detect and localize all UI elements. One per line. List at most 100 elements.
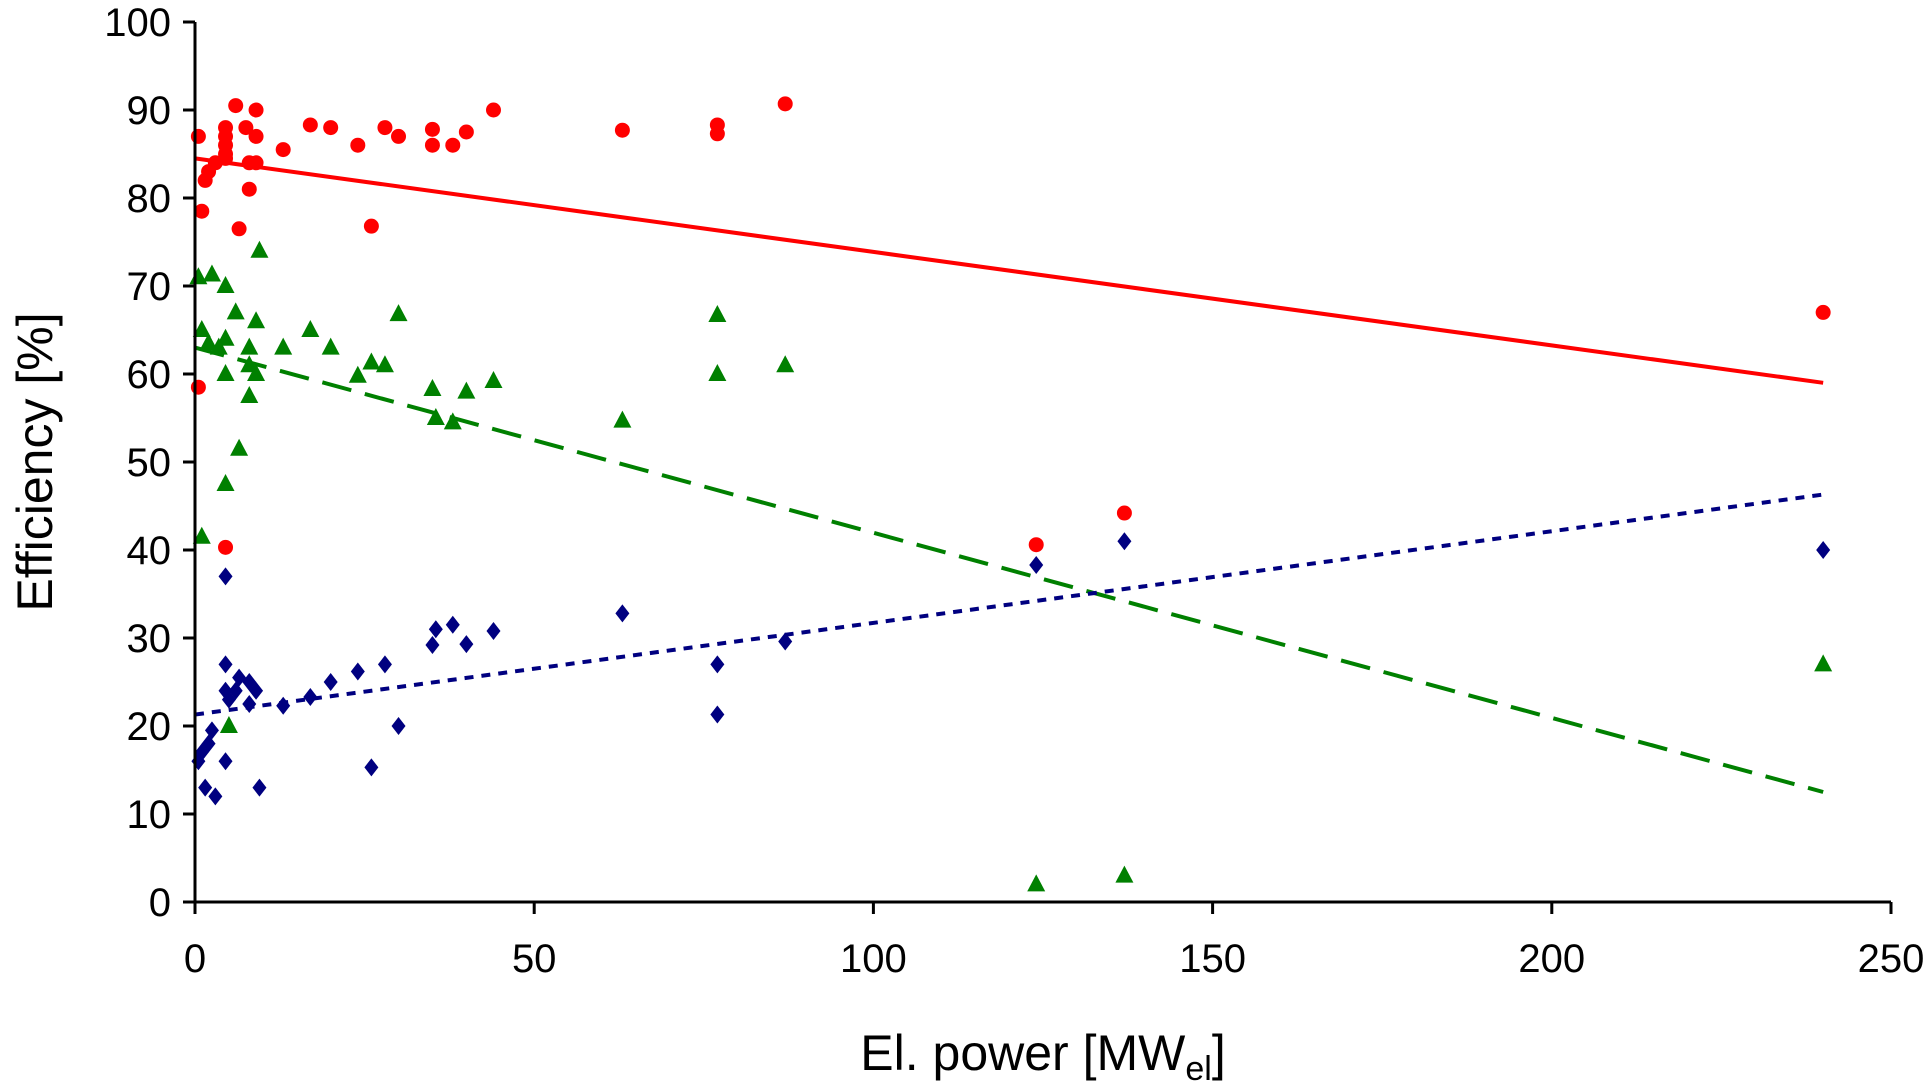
triangle-data-point: [1027, 874, 1046, 892]
circle-data-point: [445, 137, 461, 153]
triangle-data-point: [226, 302, 245, 320]
triangle-data-point: [192, 526, 211, 544]
diamond-data-point: [459, 635, 474, 654]
x-tick-label: 100: [840, 937, 907, 981]
circle-data-point: [238, 120, 254, 136]
circle-data-point: [248, 155, 264, 171]
diamond-data-point: [364, 758, 379, 777]
circle-data-point: [614, 122, 630, 138]
circle-data-point: [424, 137, 440, 153]
circle-data-point: [709, 126, 725, 142]
x-axis-title-main: El. power [MW: [860, 1025, 1186, 1081]
circle-data-point: [231, 221, 247, 237]
triangle-data-point: [192, 320, 211, 337]
triangle-data-point: [389, 304, 408, 322]
y-tick-label: 50: [127, 441, 172, 485]
x-axis-title: El. power [MWel]: [860, 1025, 1225, 1082]
triangle-data-point: [776, 355, 795, 373]
circle-data-point: [1028, 537, 1044, 553]
triangle-data-point: [240, 386, 259, 403]
diamond-data-point: [710, 655, 725, 674]
x-tick-label: 250: [1858, 937, 1925, 981]
x-tick-label: 0: [184, 937, 206, 981]
circle-data-point: [241, 181, 257, 197]
y-tick-label: 0: [149, 881, 171, 925]
diamond-data-point: [710, 705, 725, 724]
circle-data-point: [275, 142, 291, 158]
triangle-data-point: [240, 337, 259, 355]
diamond-data-point: [1117, 532, 1132, 551]
diamond-data-point: [391, 717, 406, 735]
diamond-data-point: [323, 673, 338, 691]
diamond-data-point: [377, 655, 392, 674]
trendline-layer: [194, 156, 1824, 794]
diamond-data-point: [350, 662, 365, 681]
axes: [193, 22, 1891, 904]
triangle-data-point: [202, 264, 221, 282]
diamond-data-point: [445, 615, 460, 634]
triangle-data-point: [274, 337, 293, 355]
circle-data-point: [218, 539, 234, 555]
y-tick-label: 100: [104, 1, 171, 45]
triangle-data-point: [1115, 865, 1134, 883]
x-axis-title-subscript: el: [1185, 1050, 1211, 1082]
diamond-data-point: [218, 567, 233, 586]
triangle-data-point: [613, 410, 632, 428]
circle-data-point: [248, 128, 264, 144]
circle-data-point: [194, 203, 210, 219]
triangle-data-point: [321, 337, 340, 355]
diamond-data-point: [242, 695, 257, 713]
tick-layer: 0 10 20 30 40 50 60 70 80 90 100 0 50 100 150 200 250: [104, 1, 1924, 981]
triangle-data-point: [301, 320, 320, 337]
diamond-data-point: [276, 696, 291, 715]
circle-data-point: [218, 150, 234, 166]
y-tick-label: 80: [127, 177, 172, 221]
triangle-data-point: [708, 364, 727, 381]
diamond-data-point: [198, 778, 213, 797]
diamond-data-point: [778, 632, 793, 651]
y-axis-title: Efficiency [%]: [7, 312, 63, 611]
diamond-data-point: [252, 778, 267, 797]
triangle-data-point: [219, 716, 238, 733]
x-tick-label: 200: [1518, 937, 1585, 981]
circle-data-point: [350, 137, 366, 153]
diamond-data-point: [208, 787, 223, 806]
circle-data-point: [323, 120, 339, 136]
x-axis-title-end: ]: [1212, 1025, 1226, 1081]
triangle-data-point: [348, 365, 367, 383]
triangle-data-point: [426, 408, 445, 425]
circle-data-point: [485, 102, 501, 118]
triangle-data-point: [708, 305, 727, 323]
trendline-solid: [194, 156, 1824, 385]
triangle-data-point: [457, 381, 476, 399]
circle-data-point: [458, 124, 474, 140]
y-tick-label: 30: [127, 617, 172, 661]
diamond-data-point: [428, 620, 443, 639]
triangle-data-point: [199, 333, 218, 351]
circle-data-point: [777, 96, 793, 112]
triangle-data-point: [216, 364, 235, 381]
diamond-data-point: [486, 621, 501, 640]
circle-data-point: [1116, 505, 1132, 521]
triangle-data-point: [247, 311, 266, 329]
diamond-data-point: [218, 655, 233, 674]
diamond-data-point: [249, 681, 264, 700]
circle-data-point: [248, 102, 264, 118]
diamond-data-point: [204, 721, 219, 740]
x-tick-label: 50: [512, 937, 557, 981]
y-tick-label: 10: [127, 793, 172, 837]
triangle-data-point: [484, 371, 503, 389]
diamond-data-point: [425, 636, 440, 655]
triangle-data-point: [250, 240, 269, 258]
diamond-data-point: [1816, 541, 1831, 559]
triangle-data-point: [247, 364, 266, 381]
triangle-data-point: [362, 352, 381, 370]
triangle-data-point: [443, 412, 462, 430]
diamond-data-point: [303, 687, 318, 706]
circle-data-point: [190, 128, 206, 144]
circle-data-point: [190, 379, 206, 395]
y-tick-label: 70: [127, 265, 172, 309]
trendline-dotted: [194, 492, 1824, 717]
y-tick-label: 40: [127, 529, 172, 573]
circle-data-point: [377, 120, 393, 136]
